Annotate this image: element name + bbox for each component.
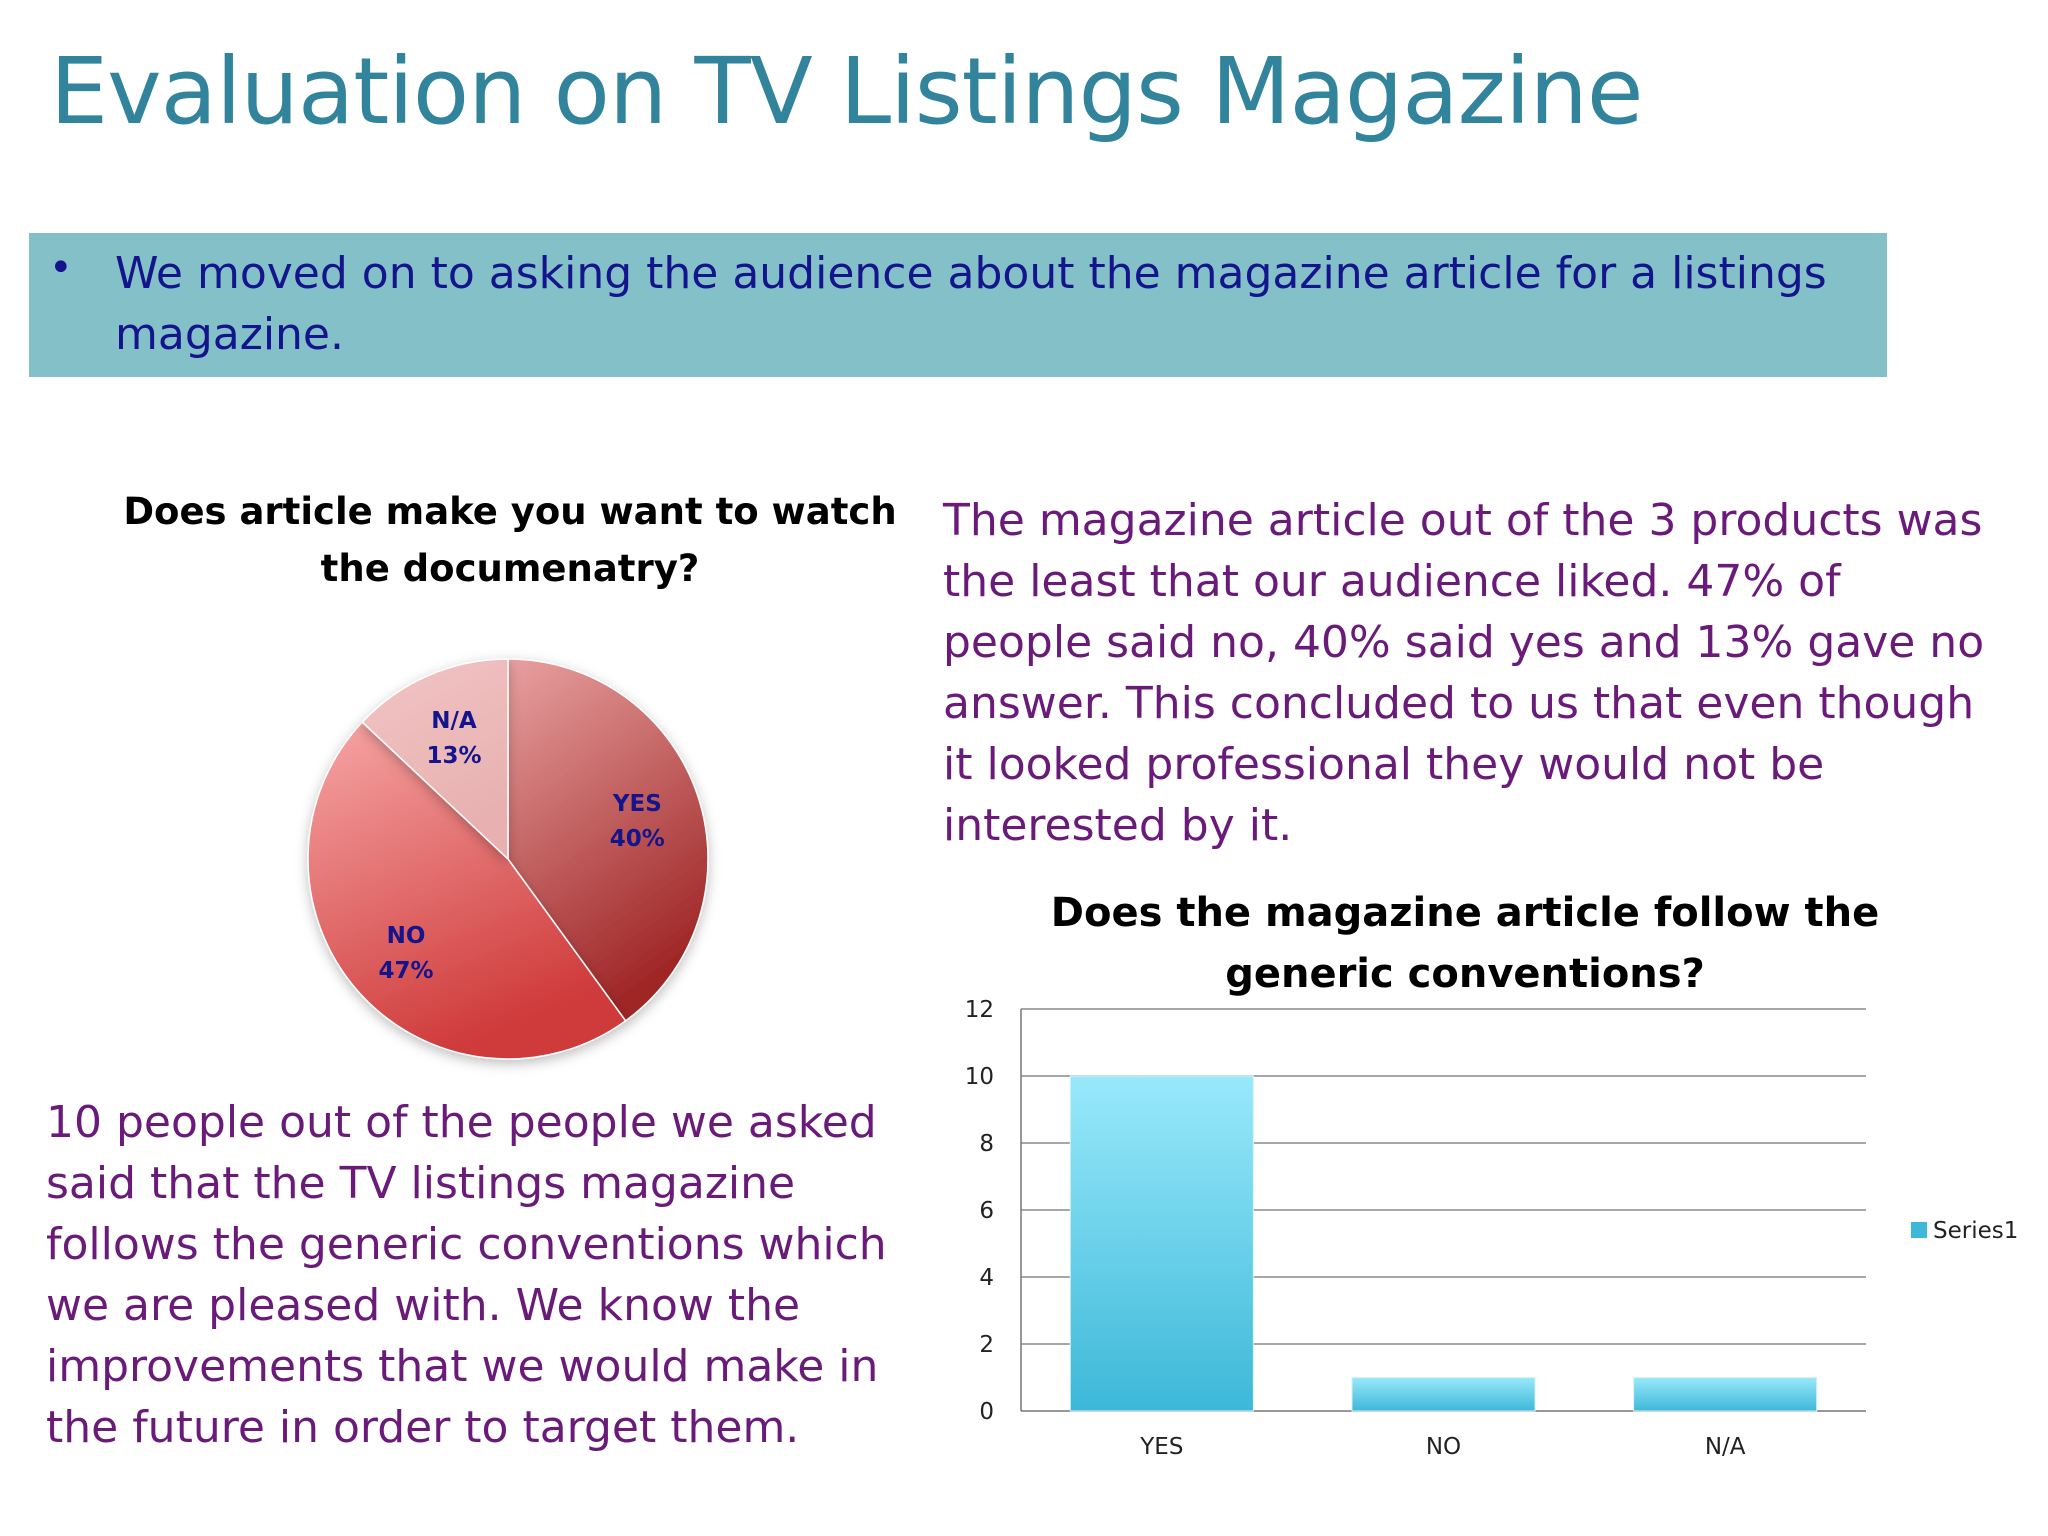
y-tick-label: 4 bbox=[979, 1265, 994, 1291]
pie-slice-no bbox=[307, 721, 627, 1060]
pie-chart-title: Does article make you want to watch the … bbox=[123, 490, 897, 590]
bar-no bbox=[1351, 1377, 1536, 1412]
x-tick-label: NO bbox=[1426, 1434, 1461, 1460]
x-tick-label: YES bbox=[1139, 1434, 1183, 1460]
y-tick-label: 8 bbox=[979, 1131, 994, 1157]
bullet-icon: • bbox=[49, 245, 73, 291]
pie-label-percent: 40% bbox=[610, 826, 665, 852]
y-tick-label: 2 bbox=[979, 1332, 994, 1358]
y-tick-label: 0 bbox=[979, 1399, 994, 1425]
pie-label-category: N/A bbox=[431, 708, 477, 734]
y-tick-label: 10 bbox=[965, 1064, 994, 1090]
y-tick-label: 12 bbox=[965, 997, 994, 1023]
legend-label: Series1 bbox=[1933, 1218, 2018, 1244]
pie-label-category: YES bbox=[612, 791, 662, 817]
slide-title: Evaluation on TV Listings Magazine bbox=[50, 38, 1643, 145]
x-tick-label: N/A bbox=[1705, 1434, 1746, 1460]
legend-swatch bbox=[1911, 1222, 1927, 1238]
pie-slice-yes bbox=[507, 658, 709, 1022]
summary-band: • We moved on to asking the audience abo… bbox=[29, 233, 1887, 377]
pie-label-percent: 13% bbox=[426, 743, 481, 769]
pie-label-percent: 47% bbox=[378, 958, 433, 984]
pie-slice-na bbox=[361, 658, 509, 861]
summary-text: We moved on to asking the audience about… bbox=[115, 248, 1827, 360]
bar-chart: 0 2 4 6 8 10 12 YES NO N/A Series1 bbox=[965, 997, 2019, 1460]
bar-chart-title: Does the magazine article follow the gen… bbox=[1050, 890, 1880, 997]
pie-label-category: NO bbox=[387, 923, 426, 949]
bar-na bbox=[1633, 1377, 1818, 1412]
bar-analysis-paragraph: 10 people out of the people we asked sai… bbox=[46, 1097, 887, 1453]
y-tick-label: 6 bbox=[979, 1198, 994, 1224]
pie-chart: YES 40% NO 47% N/A 13% bbox=[307, 658, 709, 1060]
bar-yes bbox=[1069, 1075, 1254, 1412]
pie-analysis-paragraph: The magazine article out of the 3 produc… bbox=[943, 495, 1985, 851]
